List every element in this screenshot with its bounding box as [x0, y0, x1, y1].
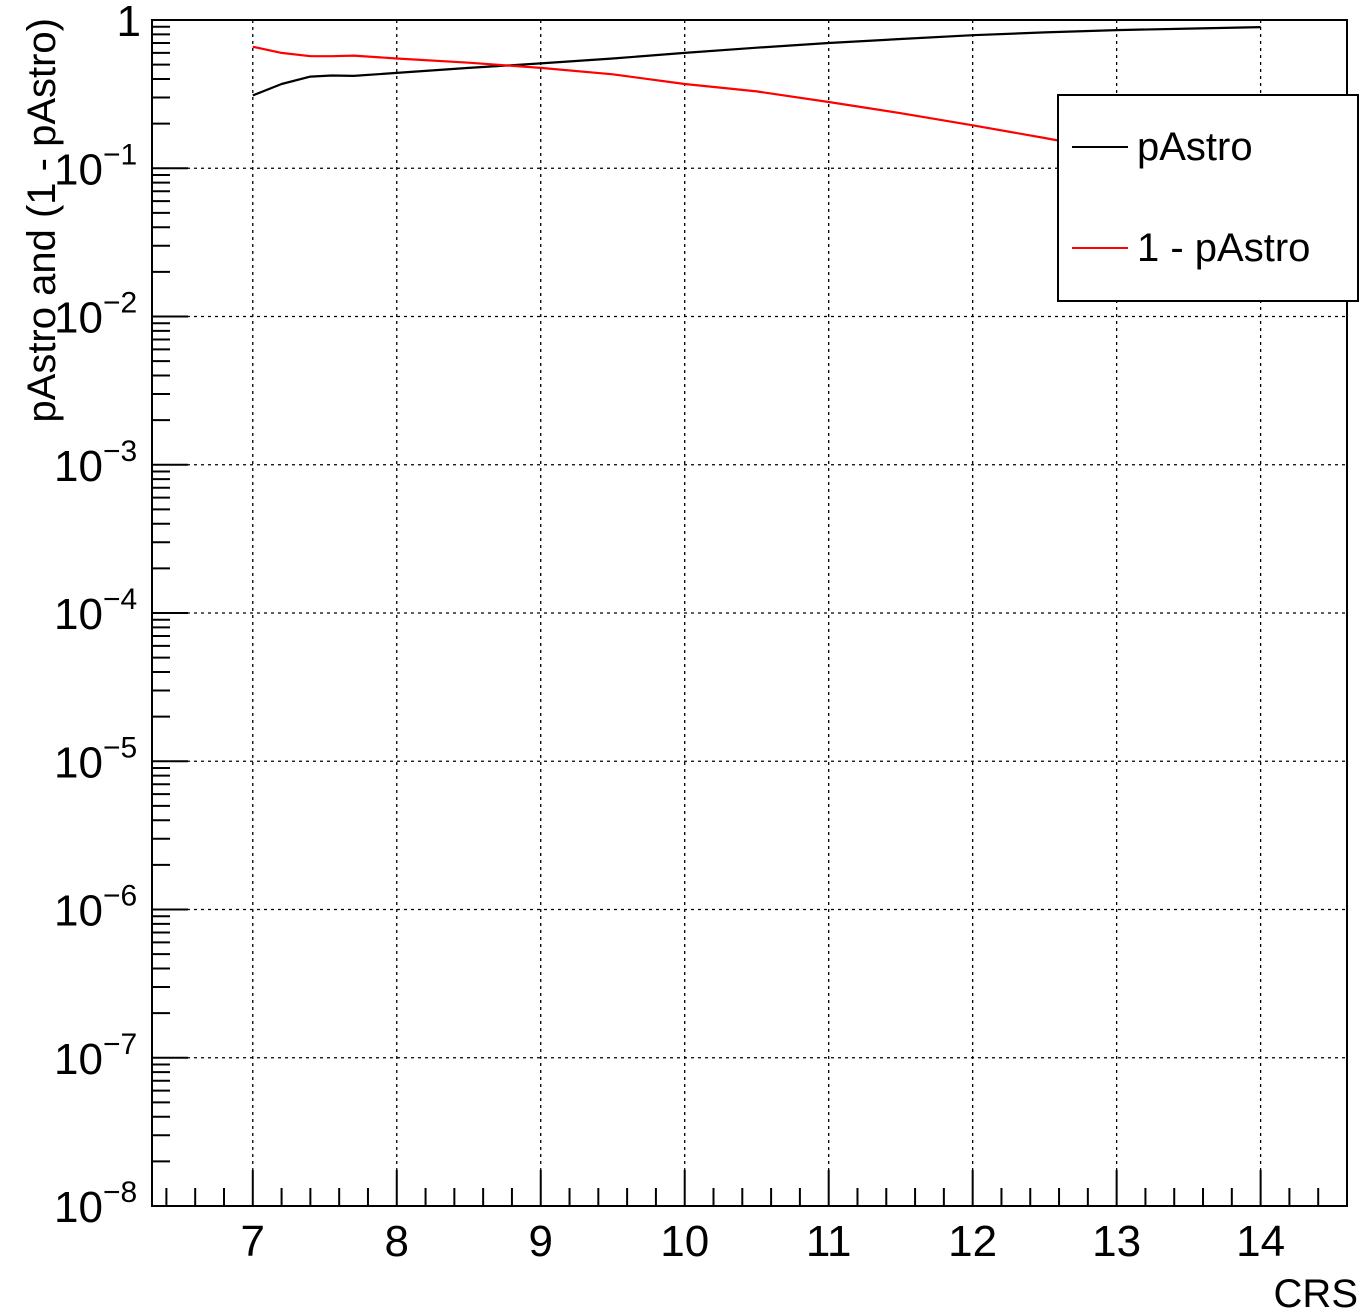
- y-tick-label-1: 10−7: [54, 1028, 137, 1084]
- plot-frame: [151, 19, 1348, 1207]
- minor-ticks: [152, 19, 1348, 1207]
- x-tick-label-12: 12: [948, 1217, 997, 1266]
- x-tick-label-9: 9: [528, 1217, 552, 1266]
- series-line-0: [252, 26, 1261, 97]
- legend-label-pastro: pAstro: [1137, 125, 1253, 169]
- legend-box: [1057, 94, 1359, 302]
- x-tick-label-10: 10: [660, 1217, 709, 1266]
- x-tick-labels: 7 8 9 10 11 12 13 14: [241, 1217, 1286, 1266]
- y-tick-labels: 10−8 10−7 10−6 10−5 10−4 10−3 10−2 10−1 1: [54, 0, 141, 1232]
- y-tick-label-8: 1: [117, 0, 141, 46]
- x-tick-label-13: 13: [1092, 1217, 1141, 1266]
- x-tick-label-14: 14: [1236, 1217, 1285, 1266]
- y-tick-label-7: 10−1: [54, 138, 137, 194]
- x-tick-label-8: 8: [385, 1217, 409, 1266]
- y-tick-label-0: 10−8: [54, 1176, 137, 1232]
- x-axis-title: CRS: [1274, 1272, 1358, 1313]
- y-tick-label-3: 10−5: [54, 731, 137, 787]
- series-line-1: [252, 45, 1117, 153]
- x-tick-label-7: 7: [241, 1217, 265, 1266]
- y-tick-label-6: 10−2: [54, 287, 137, 343]
- legend-label-one-minus-pastro: 1 - pAstro: [1137, 226, 1310, 270]
- y-tick-label-2: 10−6: [54, 880, 137, 936]
- y-tick-label-4: 10−4: [54, 583, 137, 639]
- legend: pAstro 1 - pAstro: [1057, 94, 1359, 302]
- x-tick-label-11: 11: [806, 1217, 852, 1266]
- y-axis-title: pAstro and (1 - pAstro): [20, 18, 64, 423]
- series-layer: [252, 26, 1261, 153]
- y-tick-label-5: 10−3: [54, 435, 137, 491]
